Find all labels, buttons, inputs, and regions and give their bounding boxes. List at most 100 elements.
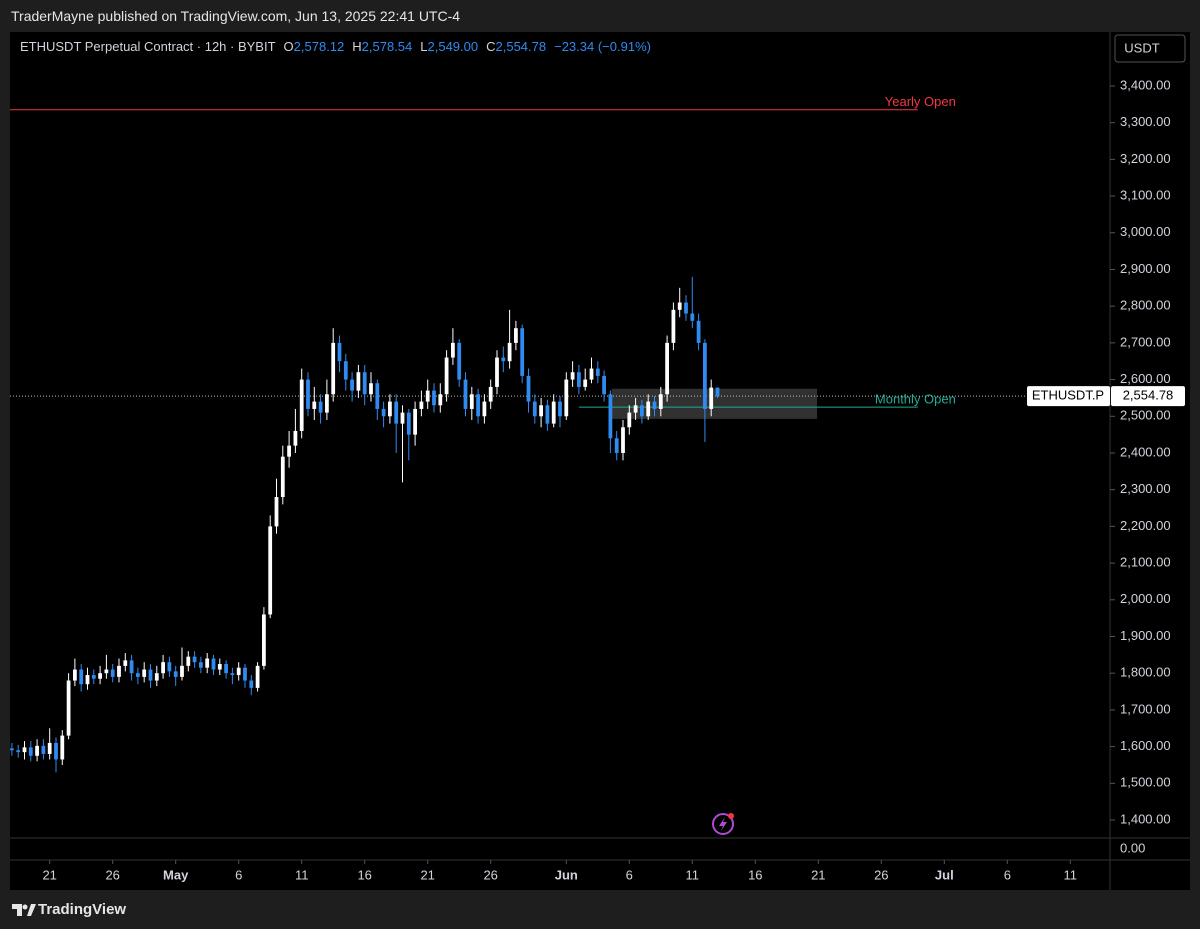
candle-body <box>60 735 65 760</box>
candle-body <box>331 342 336 395</box>
candle-body <box>488 386 493 402</box>
candle-body <box>589 368 594 380</box>
symbol-tag-box <box>1027 386 1110 407</box>
y-tick-label: 2,800.00 <box>1120 298 1171 313</box>
candle-body <box>425 390 430 402</box>
candle-body <box>217 664 222 670</box>
ohlc-value: 2,554.78 <box>495 39 547 54</box>
candle-body <box>236 667 241 676</box>
candle-body <box>684 302 688 314</box>
candle-body <box>180 665 184 677</box>
y-tick-label: 2,300.00 <box>1120 481 1171 496</box>
candle-body <box>394 401 399 424</box>
price-zone <box>611 388 818 419</box>
publisher-header: TraderMayne published on TradingView.com… <box>11 8 461 24</box>
candle-body <box>255 665 260 688</box>
ohlc-legend: ETHUSDT Perpetual Contract · 12h · BYBIT… <box>20 39 651 54</box>
y-tick-label: 2,000.00 <box>1120 591 1171 606</box>
chart-background <box>10 32 1190 890</box>
y-tick-label: 2,900.00 <box>1120 261 1171 276</box>
x-tick-label: 26 <box>874 867 888 882</box>
candle-body <box>577 372 581 387</box>
candle-body <box>306 379 310 409</box>
x-tick-label: 6 <box>235 867 242 882</box>
candle-body <box>438 394 443 406</box>
x-tick-label: 6 <box>1004 867 1011 882</box>
x-tick-label: 21 <box>42 867 56 882</box>
y-tick-label: 3,400.00 <box>1120 77 1171 92</box>
x-tick-label: Jul <box>935 867 954 882</box>
ohlc-key: O <box>283 39 294 54</box>
x-tick-label: 11 <box>295 867 309 882</box>
candle-body <box>677 302 682 310</box>
candle-body <box>205 658 210 668</box>
candle-body <box>318 401 323 413</box>
candle-body <box>551 401 556 424</box>
candle-body <box>608 394 613 439</box>
candle-body <box>570 372 575 380</box>
candle-body <box>558 401 562 417</box>
candle-body <box>154 673 159 681</box>
candle-body <box>658 394 663 409</box>
candle-body <box>532 401 537 417</box>
x-tick-label: 21 <box>420 867 434 882</box>
candle-body <box>142 669 147 677</box>
y-tick-label: 2,200.00 <box>1120 518 1171 533</box>
candle-body <box>696 320 701 343</box>
candle-body <box>640 405 644 417</box>
candle-body <box>167 662 172 672</box>
candle-body <box>671 309 676 343</box>
x-tick-label: 26 <box>105 867 119 882</box>
candle-body <box>35 745 39 756</box>
y-tick-label: 3,300.00 <box>1120 114 1171 129</box>
candle-body <box>690 313 695 321</box>
candle-body <box>406 412 411 435</box>
candle-body <box>98 673 102 679</box>
candle-body <box>514 328 518 343</box>
candle-body <box>545 405 550 424</box>
x-tick-label: May <box>163 867 189 882</box>
x-tick-label: 11 <box>686 867 700 882</box>
candle-body <box>709 387 714 409</box>
candle-body <box>73 669 77 681</box>
candle-body <box>117 665 121 677</box>
currency-box[interactable] <box>1114 34 1186 63</box>
ohlc-value: 2,549.00 <box>427 39 479 54</box>
candle-body <box>400 412 405 424</box>
ohlc-key: C <box>486 39 496 54</box>
currency-label: USDT <box>1124 40 1159 55</box>
candle-body <box>665 342 669 395</box>
candle-body <box>274 497 279 527</box>
candle-body <box>463 379 468 409</box>
candle-body <box>22 747 27 753</box>
candle-body <box>369 383 373 395</box>
candle-body <box>469 394 474 409</box>
y-tick-label: 2,700.00 <box>1120 334 1171 349</box>
candle-body <box>350 379 354 391</box>
y-tick-label: 1,500.00 <box>1120 775 1171 790</box>
candle-body <box>482 401 487 417</box>
candle-body <box>583 379 588 387</box>
price-tag: 2,554.78 <box>1123 388 1174 403</box>
candle-body <box>85 675 90 685</box>
candle-body <box>621 427 625 453</box>
symbol-title: ETHUSDT Perpetual Contract · 12h · BYBIT <box>20 39 276 54</box>
candle-body <box>501 357 506 362</box>
candle-body <box>444 357 449 395</box>
candle-body <box>16 750 21 753</box>
candle-body <box>28 747 33 756</box>
candle-body <box>451 342 455 358</box>
candle-body <box>161 662 165 674</box>
footer-brand: TradingView <box>38 901 127 918</box>
ohlc-value: 2,578.12 <box>293 39 345 54</box>
candle-body <box>287 445 291 457</box>
candle-body <box>715 387 720 397</box>
candle-body <box>268 526 273 615</box>
y-tick-label: 1,400.00 <box>1120 811 1171 826</box>
candle-body <box>595 368 600 376</box>
candle-body <box>646 401 651 417</box>
candle-body <box>520 328 525 376</box>
alert-icon[interactable] <box>712 813 734 835</box>
candle-body <box>280 456 285 498</box>
x-tick-label: 26 <box>483 867 497 882</box>
